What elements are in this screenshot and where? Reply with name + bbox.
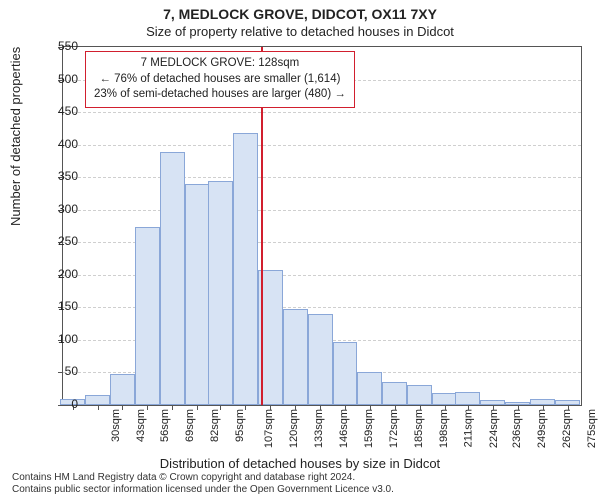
- ytick-label: 500: [42, 72, 78, 86]
- histogram-bar: [160, 152, 185, 405]
- histogram-bar: [455, 392, 480, 405]
- xtick-mark: [445, 405, 446, 410]
- gridline: [63, 177, 581, 178]
- xtick-label: 198sqm: [438, 409, 450, 448]
- xtick-mark: [320, 405, 321, 410]
- xtick-label: 69sqm: [184, 409, 196, 442]
- xtick-label: 120sqm: [288, 409, 300, 448]
- attribution-text: Contains HM Land Registry data © Crown c…: [12, 472, 588, 496]
- ytick-label: 250: [42, 234, 78, 248]
- ytick-label: 100: [42, 332, 78, 346]
- xtick-mark: [420, 405, 421, 410]
- xtick-label: 185sqm: [413, 409, 425, 448]
- histogram-bar: [233, 133, 258, 405]
- ytick-label: 450: [42, 104, 78, 118]
- x-axis-label: Distribution of detached houses by size …: [0, 456, 600, 471]
- xtick-mark: [468, 405, 469, 410]
- xtick-mark: [172, 405, 173, 410]
- xtick-mark: [220, 405, 221, 410]
- ytick-label: 200: [42, 267, 78, 281]
- xtick-label: 262sqm: [561, 409, 573, 448]
- xtick-label: 133sqm: [313, 409, 325, 448]
- xtick-label: 82sqm: [209, 409, 221, 442]
- gridline: [63, 145, 581, 146]
- chart-subtitle: Size of property relative to detached ho…: [0, 24, 600, 39]
- histogram-bar: [382, 382, 407, 405]
- xtick-mark: [518, 405, 519, 410]
- xtick-label: 172sqm: [388, 409, 400, 448]
- gridline: [63, 210, 581, 211]
- ytick-label: 0: [42, 397, 78, 411]
- xtick-mark: [245, 405, 246, 410]
- xtick-label: 249sqm: [536, 409, 548, 448]
- histogram-bar: [283, 309, 308, 405]
- xtick-mark: [345, 405, 346, 410]
- ytick-label: 350: [42, 169, 78, 183]
- attribution-line: Contains HM Land Registry data © Crown c…: [12, 472, 588, 484]
- ytick-label: 150: [42, 299, 78, 313]
- annotation-line: 23% of semi-detached houses are larger (…: [94, 87, 346, 103]
- annotation-line: ← 76% of detached houses are smaller (1,…: [94, 72, 346, 88]
- xtick-mark: [568, 405, 569, 410]
- xtick-mark: [370, 405, 371, 410]
- xtick-mark: [147, 405, 148, 410]
- xtick-label: 146sqm: [338, 409, 350, 448]
- xtick-mark: [270, 405, 271, 410]
- ytick-label: 300: [42, 202, 78, 216]
- ytick-label: 400: [42, 137, 78, 151]
- ytick-label: 550: [42, 39, 78, 53]
- xtick-label: 236sqm: [511, 409, 523, 448]
- xtick-mark: [98, 405, 99, 410]
- xtick-label: 56sqm: [160, 409, 172, 442]
- histogram-bar: [333, 342, 358, 405]
- xtick-label: 30sqm: [110, 409, 122, 442]
- xtick-label: 43sqm: [135, 409, 147, 442]
- xtick-label: 95sqm: [234, 409, 246, 442]
- xtick-label: 159sqm: [363, 409, 375, 448]
- y-axis-label: Number of detached properties: [8, 47, 23, 226]
- annotation-box: 7 MEDLOCK GROVE: 128sqm← 76% of detached…: [85, 51, 355, 108]
- ytick-label: 50: [42, 364, 78, 378]
- chart-container: 7, MEDLOCK GROVE, DIDCOT, OX11 7XY Size …: [0, 0, 600, 500]
- xtick-mark: [395, 405, 396, 410]
- attribution-line: Contains public sector information licen…: [12, 484, 588, 496]
- xtick-mark: [197, 405, 198, 410]
- histogram-bar: [407, 385, 432, 405]
- xtick-label: 275sqm: [586, 409, 598, 448]
- xtick-label: 211sqm: [462, 409, 474, 447]
- annotation-line: 7 MEDLOCK GROVE: 128sqm: [94, 56, 346, 72]
- histogram-bar: [85, 395, 110, 405]
- xtick-mark: [122, 405, 123, 410]
- xtick-mark: [543, 405, 544, 410]
- histogram-bar: [110, 374, 135, 405]
- histogram-bar: [185, 184, 210, 405]
- chart-title: 7, MEDLOCK GROVE, DIDCOT, OX11 7XY: [0, 6, 600, 22]
- histogram-bar: [308, 314, 333, 405]
- histogram-bar: [357, 372, 382, 405]
- xtick-label: 107sqm: [263, 409, 275, 448]
- histogram-bar: [135, 227, 160, 405]
- xtick-mark: [493, 405, 494, 410]
- gridline: [63, 112, 581, 113]
- histogram-bar: [208, 181, 233, 405]
- xtick-mark: [295, 405, 296, 410]
- histogram-bar: [432, 393, 457, 405]
- plot-area: 30sqm43sqm56sqm69sqm82sqm95sqm107sqm120s…: [62, 46, 582, 406]
- xtick-label: 224sqm: [488, 409, 500, 448]
